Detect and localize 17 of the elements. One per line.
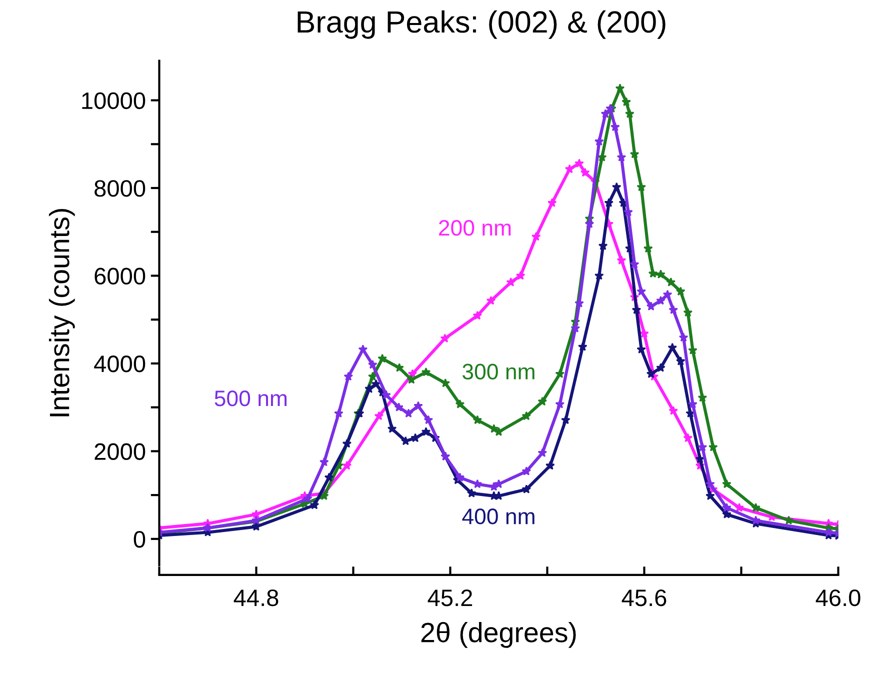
y-axis-title: Intensity (counts)	[48, 208, 75, 416]
chart-title: Bragg Peaks: (002) & (200)	[298, 10, 666, 39]
y-tick-label: 2000	[94, 443, 146, 460]
y-tick-label: 10000	[82, 92, 146, 110]
x-tick-label: 45.6	[622, 589, 666, 606]
x-axis-title: 2θ (degrees)	[421, 622, 576, 648]
x-tick-label: 45.2	[428, 589, 472, 606]
x-tick-label: 46.0	[816, 589, 860, 606]
series-label: 400 nm	[462, 508, 534, 524]
y-tick-label: 6000	[94, 268, 146, 285]
series-label: 300 nm	[462, 364, 534, 380]
x-tick-label: 44.8	[234, 589, 278, 606]
y-tick-label: 8000	[94, 180, 146, 197]
y-tick-label: 4000	[94, 356, 146, 372]
text: 500 nm	[214, 390, 287, 406]
series-label: 200 nm	[439, 220, 511, 236]
y-tick-label: 0	[134, 530, 146, 548]
